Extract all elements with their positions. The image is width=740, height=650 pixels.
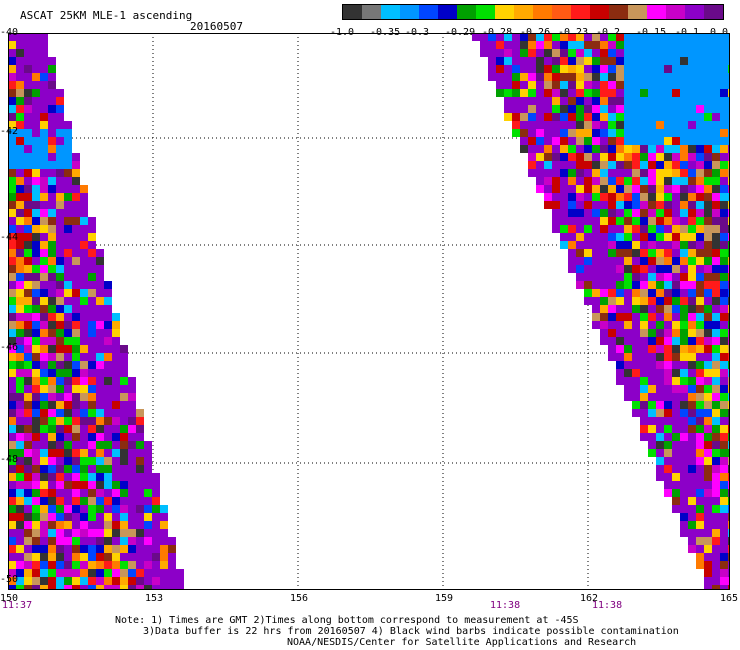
y-tick-label: -46 [0, 342, 19, 353]
map-date: 20160507 [190, 20, 243, 33]
y-tick-label: -48 [0, 454, 19, 465]
note-line-3: NOAA/NESDIS/Center for Satellite Applica… [287, 637, 637, 648]
colorbar-swatch [647, 5, 666, 19]
colorbar-tick-label: -0.3 [405, 27, 430, 38]
swath-cells [8, 33, 730, 590]
colorbar-tick-label: -0.23 [558, 27, 589, 38]
colorbar-tick-labels: -1.0 -0.35 -0.3 -0.29 -0.28 -0.26 -0.23 -0.2 -0.… [330, 27, 730, 39]
time-label: 11:38 [490, 600, 521, 611]
colorbar-swatch [628, 5, 647, 19]
x-tick-label: 150 [0, 593, 19, 604]
y-tick-label: -40 [0, 27, 19, 38]
colorbar-swatch [381, 5, 400, 19]
colorbar-swatch [533, 5, 552, 19]
colorbar-tick-label: -0.15 [636, 27, 667, 38]
colorbar-swatch [666, 5, 685, 19]
plot-frame [8, 33, 730, 590]
colorbar-tick-label: -0.28 [482, 27, 513, 38]
colorbar-swatch [552, 5, 571, 19]
colorbar-swatch [419, 5, 438, 19]
y-tick-label: -44 [0, 232, 19, 243]
x-tick-label: 159 [435, 593, 454, 604]
colorbar-tick-label: 0.0 [710, 27, 729, 38]
colorbar-tick-label: -0.26 [520, 27, 551, 38]
time-label: 11:37 [2, 600, 33, 611]
note-line-1: Note: 1) Times are GMT 2)Times along bot… [115, 615, 579, 626]
colorbar-swatch [495, 5, 514, 19]
x-tick-label: 156 [290, 593, 309, 604]
colorbar-swatch [457, 5, 476, 19]
colorbar-swatch [609, 5, 628, 19]
colorbar-swatch [704, 5, 723, 19]
colorbar-swatch [685, 5, 704, 19]
colorbar-tick-label: -1.0 [330, 27, 355, 38]
colorbar-swatch [362, 5, 381, 19]
footnotes: Note: 1) Times are GMT 2)Times along bot… [115, 615, 715, 648]
colorbar-swatch [590, 5, 609, 19]
colorbar-tick-label: -0.1 [675, 27, 700, 38]
colorbar [342, 4, 724, 20]
colorbar-tick-label: -0.29 [445, 27, 476, 38]
scatterometer-swaths [8, 33, 730, 590]
colorbar-tick-label: -0.2 [596, 27, 621, 38]
colorbar-swatch [438, 5, 457, 19]
y-tick-label: -50 [0, 574, 19, 585]
colorbar-swatch [343, 5, 362, 19]
colorbar-swatch [400, 5, 419, 19]
colorbar-swatch [514, 5, 533, 19]
colorbar-swatch [476, 5, 495, 19]
note-line-2: 3)Data buffer is 22 hrs from 20160507 4)… [143, 626, 679, 637]
time-label: 11:38 [592, 600, 623, 611]
colorbar-tick-label: -0.35 [370, 27, 401, 38]
x-tick-label: 153 [145, 593, 164, 604]
y-tick-label: -42 [0, 126, 19, 137]
colorbar-swatch [571, 5, 590, 19]
map-title: ASCAT 25KM MLE-1 ascending [20, 9, 193, 22]
x-tick-label: 162 [580, 593, 599, 604]
x-tick-label: 165 [720, 593, 739, 604]
